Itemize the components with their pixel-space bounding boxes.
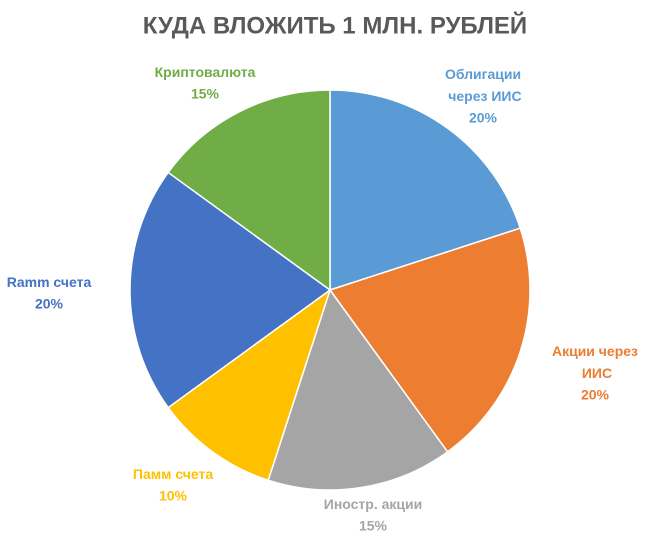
slice-category-label: Памм счета xyxy=(133,466,213,482)
slice-value-label: 15% xyxy=(191,86,220,102)
slice-category-label: Облигации через ИИС xyxy=(444,66,521,104)
slice-value-label: 15% xyxy=(359,518,388,534)
slice-value-label: 10% xyxy=(159,488,188,504)
slice-value-label: 20% xyxy=(581,387,610,403)
slice-category-label: Иностр. акции xyxy=(324,496,422,512)
pie-slice xyxy=(328,227,531,453)
pie-slice xyxy=(267,288,449,491)
pie-slice xyxy=(129,171,332,409)
slice-category-label: Ramm счета xyxy=(7,274,92,290)
slice-value-label: 20% xyxy=(35,296,64,312)
slice-category-label: Криптовалюта xyxy=(155,64,256,80)
pie-slice xyxy=(167,288,332,482)
pie-slice xyxy=(329,89,522,292)
slice-value-label: 20% xyxy=(469,110,498,126)
pie-slice xyxy=(167,89,331,292)
chart-title: КУДА ВЛОЖИТЬ 1 МЛН. РУБЛЕЙ xyxy=(143,11,527,39)
slice-category-label: Акции через ИИС xyxy=(552,343,638,381)
